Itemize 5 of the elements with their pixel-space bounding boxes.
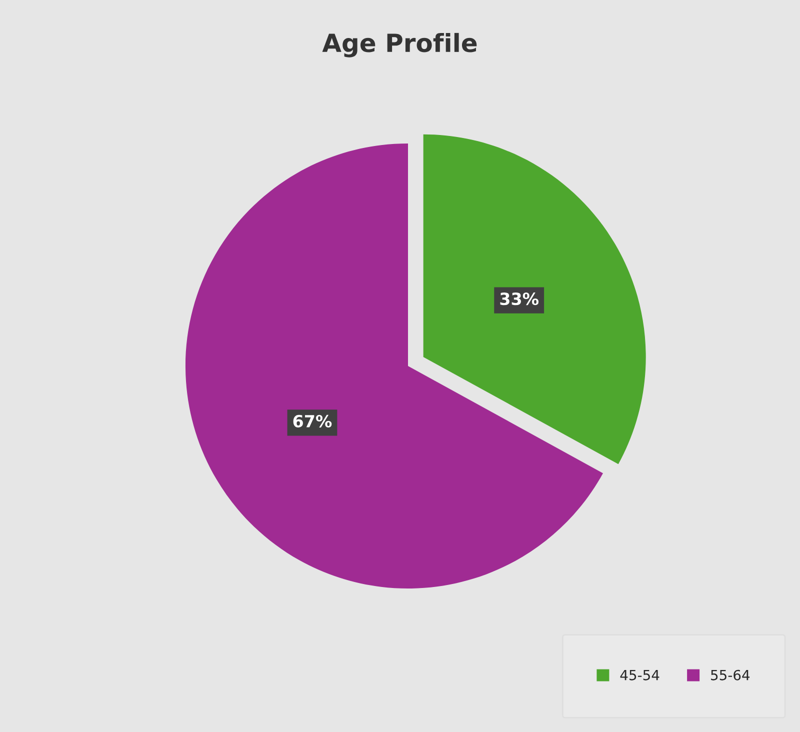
data-label: 67% — [293, 414, 332, 428]
legend-label: 55-64 — [711, 670, 750, 680]
chart-title: Age Profile — [322, 32, 477, 58]
legend-label: 45-54 — [620, 670, 660, 680]
data-label: 33% — [500, 292, 539, 306]
